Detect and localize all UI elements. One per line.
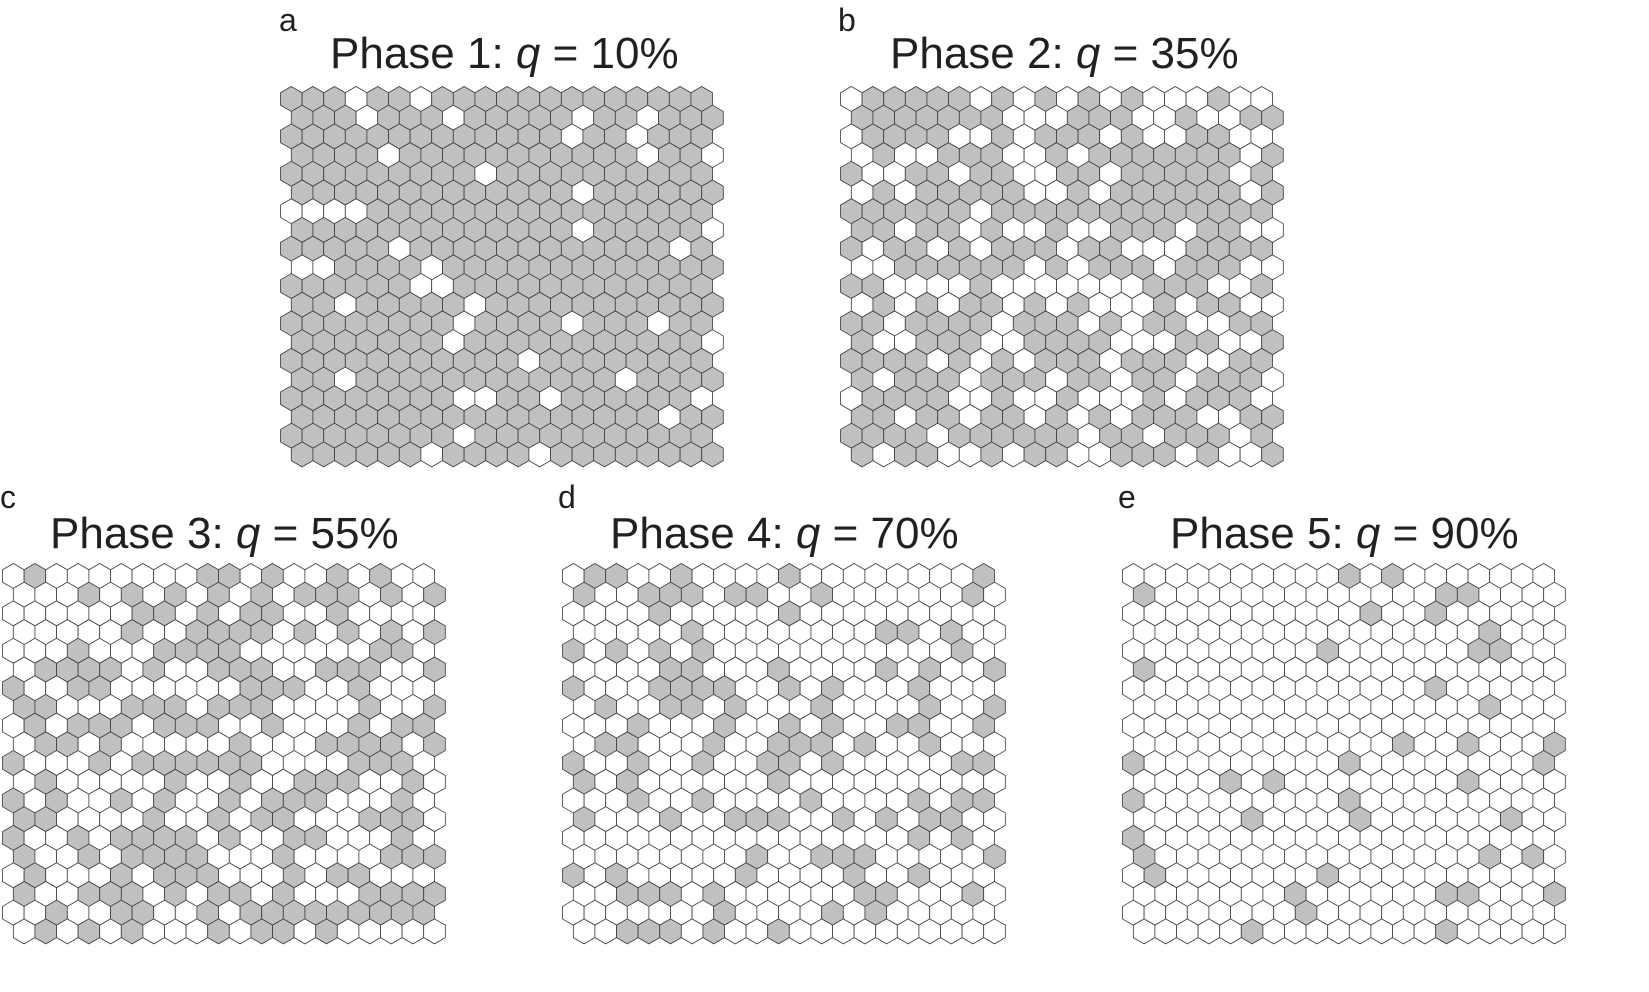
hex-grid <box>562 563 1006 945</box>
q-symbol: q <box>515 29 541 78</box>
q-value: = 90% <box>1380 509 1519 558</box>
panel-letter: a <box>279 2 297 38</box>
q-value: = 10% <box>540 29 679 78</box>
hex-grid <box>1122 563 1566 945</box>
panel-title: Phase 5: q = 90% <box>1170 512 1519 556</box>
phase-label: Phase 1: <box>330 29 516 78</box>
hex-cell-empty <box>1543 918 1566 945</box>
panel-letter: b <box>838 2 856 38</box>
hex-grid <box>280 86 724 468</box>
panel-title: Phase 3: q = 55% <box>50 512 399 556</box>
hex-cell-filled <box>1261 441 1284 468</box>
q-value: = 55% <box>260 509 399 558</box>
phase-label: Phase 3: <box>50 509 236 558</box>
q-symbol: q <box>235 509 261 558</box>
phase-label: Phase 4: <box>610 509 796 558</box>
hex-cell-empty <box>983 918 1006 945</box>
panel-title: Phase 2: q = 35% <box>890 32 1239 76</box>
q-symbol: q <box>1355 509 1381 558</box>
panel-letter: c <box>0 479 16 515</box>
hex-cell-filled <box>701 441 724 468</box>
hex-grid <box>2 563 446 945</box>
panel-title: Phase 1: q = 10% <box>330 32 679 76</box>
q-symbol: q <box>1075 29 1101 78</box>
phase-label: Phase 5: <box>1170 509 1356 558</box>
hex-grid <box>840 86 1284 468</box>
q-value: = 70% <box>820 509 959 558</box>
q-value: = 35% <box>1100 29 1239 78</box>
panel-letter: d <box>558 479 576 515</box>
hex-cell-empty <box>423 918 446 945</box>
phase-label: Phase 2: <box>890 29 1076 78</box>
panel-letter: e <box>1118 479 1136 515</box>
q-symbol: q <box>795 509 821 558</box>
panel-title: Phase 4: q = 70% <box>610 512 959 556</box>
